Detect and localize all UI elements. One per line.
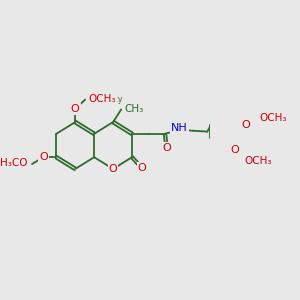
Text: O: O (71, 104, 80, 114)
Text: O: O (137, 163, 146, 173)
Text: OCH₃: OCH₃ (244, 156, 272, 166)
Text: O: O (39, 152, 48, 162)
Text: O: O (109, 164, 117, 174)
Text: OCH₃: OCH₃ (87, 94, 115, 104)
Text: O: O (162, 143, 171, 153)
Text: H₃CO: H₃CO (0, 158, 28, 168)
Text: methoxy: methoxy (89, 95, 122, 104)
Text: OCH₃: OCH₃ (89, 94, 116, 104)
Text: O: O (241, 120, 250, 130)
Text: O: O (71, 104, 80, 114)
Text: O: O (231, 146, 239, 155)
Text: NH: NH (171, 123, 188, 133)
Text: CH₃: CH₃ (124, 104, 144, 115)
Text: OCH₃: OCH₃ (260, 113, 287, 123)
